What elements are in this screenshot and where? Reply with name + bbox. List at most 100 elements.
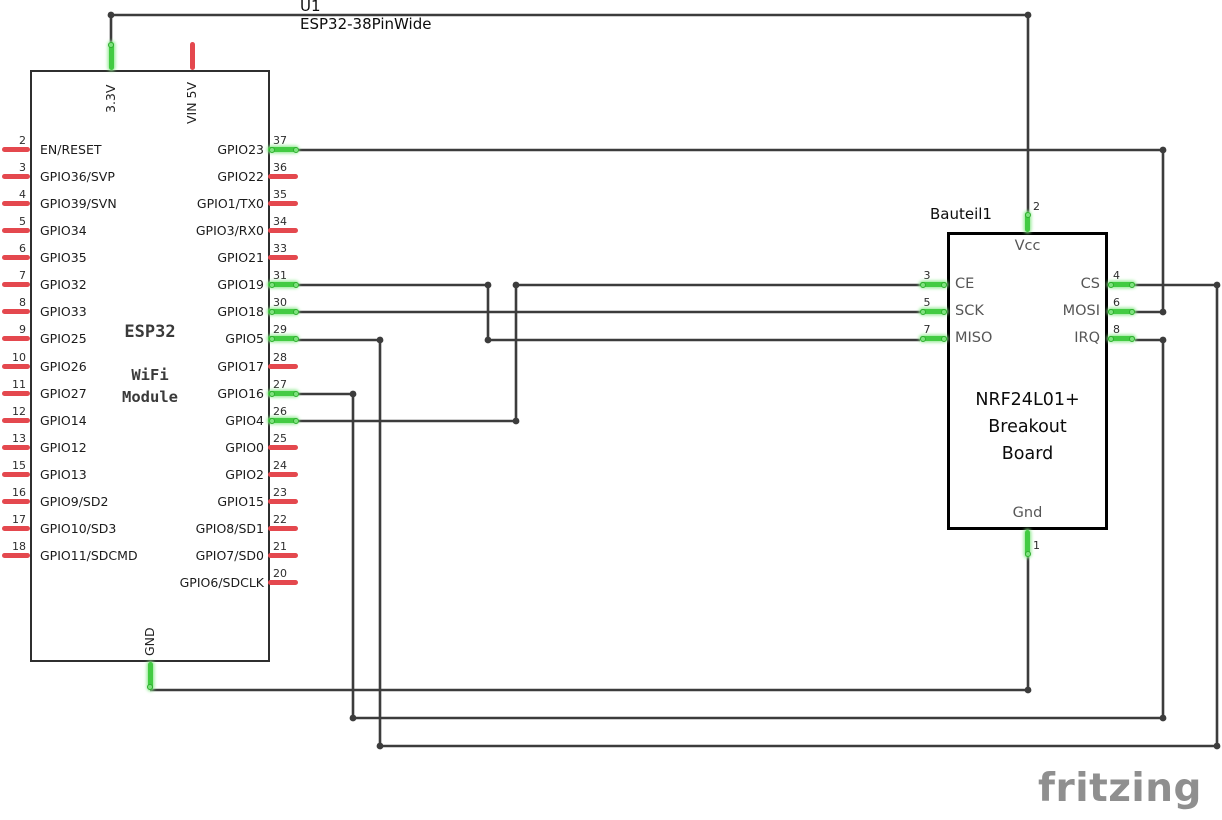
wire-gpio4-ce-bendpoint-0[interactable] (512, 417, 520, 425)
esp32-pin-6[interactable] (2, 255, 30, 260)
wire-gpio19-miso-bendpoint-0[interactable] (484, 281, 492, 289)
nrf24-pin-miso[interactable] (920, 336, 947, 341)
wire-gpio16-irq-bendpoint-1[interactable] (349, 714, 357, 722)
wire-gnd-gnd-bendpoint-0[interactable] (1024, 686, 1032, 694)
esp32-pin-15-label: GPIO13 (40, 467, 87, 482)
esp32-pin-vin-5v[interactable] (189, 42, 195, 70)
esp32-pin-17[interactable] (2, 526, 30, 531)
esp32-pin-11-number: 11 (12, 378, 26, 391)
nrf24-pin-irq-label: IRQ (1074, 330, 1100, 346)
wire-gpio16-irq-bendpoint-3[interactable] (1159, 336, 1167, 344)
esp32-pin-25[interactable] (268, 445, 298, 450)
esp32-pin-30-terminal (269, 309, 275, 315)
esp32-pin-13-label: GPIO12 (40, 440, 87, 455)
wire-gpio4-ce-bendpoint-1[interactable] (512, 281, 520, 289)
esp32-pin-3-label: GPIO36/SVP (40, 169, 115, 184)
wire-gpio5-cs[interactable] (298, 283, 1219, 748)
nrf24-pin-mosi-label: MOSI (1062, 303, 1100, 319)
esp32-pin-20[interactable] (268, 580, 298, 585)
nrf24-module[interactable] (947, 232, 1108, 530)
wire-gpio16-irq[interactable] (298, 338, 1165, 720)
esp32-pin-12[interactable] (2, 418, 30, 423)
wire-gpio5-cs-bendpoint-3[interactable] (1213, 281, 1221, 289)
esp32-pin-26-number: 26 (273, 405, 287, 418)
esp32-pin-21[interactable] (268, 553, 298, 558)
esp32-pin-34[interactable] (268, 228, 298, 233)
esp32-pin-13[interactable] (2, 445, 30, 450)
esp32-pin-36-label: GPIO22 (217, 169, 264, 184)
esp32-pin-10-number: 10 (12, 351, 26, 364)
nrf24-pin-vcc[interactable] (1025, 212, 1030, 232)
esp32-pin-3[interactable] (2, 174, 30, 179)
wire-gpio5-cs-bendpoint-2[interactable] (1213, 742, 1221, 750)
nrf24-gnd-pin-number: 1 (1033, 539, 1040, 552)
nrf24-pin-cs[interactable] (1108, 282, 1135, 287)
esp32-pin-gnd[interactable] (147, 662, 153, 690)
esp32-pin-3-3v[interactable] (108, 42, 114, 70)
esp32-pin-30-terminal-outer (293, 309, 299, 315)
esp32-pin-5[interactable] (2, 228, 30, 233)
esp32-pin-11[interactable] (2, 391, 30, 396)
esp32-pin-3-number: 3 (19, 161, 26, 174)
nrf24-vcc-label: Vcc (1014, 238, 1041, 254)
esp32-pin-34-label: GPIO3/RX0 (195, 223, 264, 238)
nrf24-ref-designator: Bauteil1 (930, 205, 992, 223)
esp32-pin-35[interactable] (268, 201, 298, 206)
nrf24-pin-cs-number: 4 (1113, 269, 1120, 282)
nrf24-pin-sck[interactable] (920, 309, 947, 314)
esp32-pin-9[interactable] (2, 336, 30, 341)
nrf24-pin-mosi[interactable] (1108, 309, 1135, 314)
esp32-pin-31-number: 31 (273, 269, 287, 282)
esp32-part-name: ESP32-38PinWide (300, 15, 432, 33)
esp32-module[interactable] (30, 70, 270, 662)
esp32-pin-22[interactable] (268, 526, 298, 531)
esp32-pin-23[interactable] (268, 499, 298, 504)
esp32-pin-22-label: GPIO8/SD1 (195, 521, 264, 536)
wire-gpio23-mosi-bendpoint-0[interactable] (1159, 146, 1167, 154)
esp32-pin-23-label: GPIO15 (217, 494, 264, 509)
esp32-pin-18-label: GPIO11/SDCMD (40, 548, 138, 563)
wire-3v3-vcc[interactable] (109, 13, 1030, 212)
wire-gpio19-miso-bendpoint-1[interactable] (484, 336, 492, 344)
nrf24-pin-gnd[interactable] (1025, 530, 1030, 557)
nrf24-name-line2: Breakout (988, 417, 1067, 437)
nrf24-pin-irq[interactable] (1108, 336, 1135, 341)
wire-gpio23-mosi[interactable] (298, 148, 1165, 314)
esp32-pin-37[interactable] (268, 147, 298, 152)
esp32-pin-17-number: 17 (12, 513, 26, 526)
esp32-pin-24[interactable] (268, 472, 298, 477)
wire-gpio16-irq-bendpoint-0[interactable] (349, 390, 357, 398)
esp32-pin-27[interactable] (268, 391, 298, 396)
esp32-pin-21-label: GPIO7/SD0 (195, 548, 264, 563)
esp32-pin-30[interactable] (268, 309, 298, 314)
esp32-pin-31[interactable] (268, 282, 298, 287)
esp32-pin-26[interactable] (268, 418, 298, 423)
nrf24-pin-ce[interactable] (920, 282, 947, 287)
esp32-pin-20-number: 20 (273, 567, 287, 580)
esp32-pin-18[interactable] (2, 553, 30, 558)
wire-3v3-vcc-bendpoint-0[interactable] (107, 11, 115, 19)
esp32-pin-7[interactable] (2, 282, 30, 287)
wire-gpio4-ce[interactable] (298, 283, 920, 423)
esp32-pin-10-label: GPIO26 (40, 359, 87, 374)
esp32-pin-29[interactable] (268, 336, 298, 341)
esp32-pin-16[interactable] (2, 499, 30, 504)
wire-gpio5-cs-bendpoint-0[interactable] (376, 336, 384, 344)
esp32-pin-28[interactable] (268, 364, 298, 369)
esp32-pin-11-label: GPIO27 (40, 386, 87, 401)
esp32-pin-8[interactable] (2, 309, 30, 314)
esp32-pin-10[interactable] (2, 364, 30, 369)
esp32-pin-4[interactable] (2, 201, 30, 206)
wire-3v3-vcc-bendpoint-1[interactable] (1024, 11, 1032, 19)
wire-gpio16-irq-bendpoint-2[interactable] (1159, 714, 1167, 722)
esp32-pin-36[interactable] (268, 174, 298, 179)
esp32-pin-24-number: 24 (273, 459, 287, 472)
wire-gpio5-cs-bendpoint-1[interactable] (376, 742, 384, 750)
esp32-pin-2[interactable] (2, 147, 30, 152)
nrf24-pin-ce-label: CE (955, 276, 975, 292)
esp32-pin-15[interactable] (2, 472, 30, 477)
esp32-pin-35-number: 35 (273, 188, 287, 201)
wire-gpio23-mosi-bendpoint-1[interactable] (1159, 308, 1167, 316)
esp32-pin-33[interactable] (268, 255, 298, 260)
